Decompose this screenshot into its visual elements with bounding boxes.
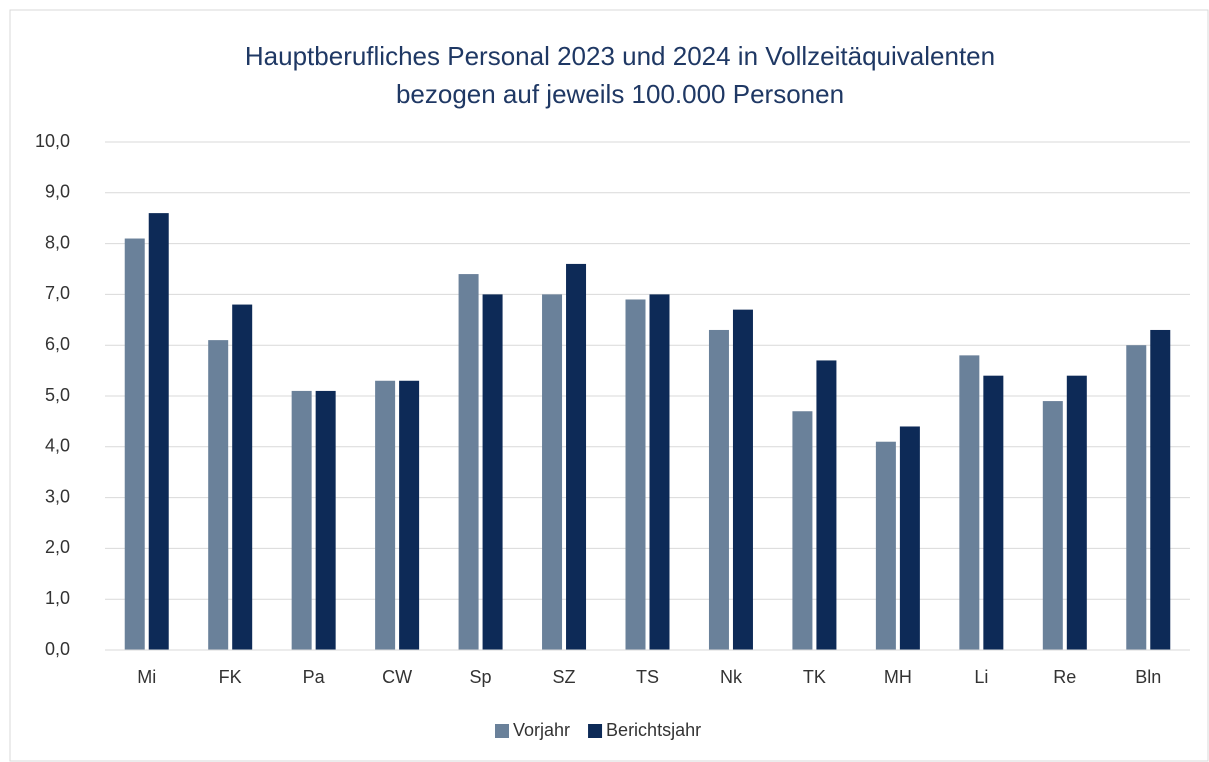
bar (148, 213, 169, 650)
x-tick-label: TS (636, 667, 659, 687)
bar (375, 380, 396, 650)
bar (875, 441, 896, 650)
chart-title: bezogen auf jeweils 100.000 Personen (396, 79, 844, 109)
x-tick-label: Pa (303, 667, 326, 687)
bar (566, 263, 587, 650)
bar (816, 360, 837, 650)
bar (792, 411, 813, 650)
y-tick-label: 7,0 (45, 283, 70, 303)
x-tick-label: FK (219, 667, 242, 687)
y-tick-label: 0,0 (45, 639, 70, 659)
bar (542, 294, 563, 650)
bar (458, 274, 479, 650)
x-tick-label: TK (803, 667, 826, 687)
bar (708, 329, 729, 650)
bar (232, 304, 253, 650)
legend-swatch (495, 724, 509, 738)
y-tick-label: 1,0 (45, 588, 70, 608)
y-tick-label: 3,0 (45, 486, 70, 506)
bar (291, 390, 312, 650)
x-tick-label: MH (884, 667, 912, 687)
legend-label: Vorjahr (513, 720, 570, 740)
bar (315, 390, 336, 650)
bar (399, 380, 420, 650)
bar (208, 340, 229, 650)
x-tick-label: Li (974, 667, 988, 687)
y-tick-label: 2,0 (45, 537, 70, 557)
bar (732, 309, 753, 650)
x-tick-label: Sp (470, 667, 492, 687)
bar (625, 299, 646, 650)
bar (899, 426, 920, 650)
x-tick-label: Nk (720, 667, 743, 687)
bar (1150, 329, 1171, 650)
y-tick-label: 8,0 (45, 232, 70, 252)
legend-swatch (588, 724, 603, 738)
bar (482, 294, 503, 650)
bar (1126, 345, 1147, 650)
bar (959, 355, 980, 650)
y-tick-label: 9,0 (45, 182, 70, 202)
x-tick-label: CW (382, 667, 412, 687)
bar (124, 238, 145, 650)
y-tick-label: 10,0 (35, 131, 70, 151)
y-tick-label: 4,0 (45, 436, 70, 456)
bar (649, 294, 670, 650)
bar (1042, 401, 1063, 650)
bar (1066, 375, 1087, 650)
bar (983, 375, 1004, 650)
legend-label: Berichtsjahr (606, 720, 701, 740)
y-tick-label: 5,0 (45, 385, 70, 405)
chart-title: Hauptberufliches Personal 2023 und 2024 … (245, 41, 995, 71)
x-tick-label: Mi (137, 667, 156, 687)
x-tick-label: Re (1053, 667, 1076, 687)
y-tick-label: 6,0 (45, 334, 70, 354)
x-tick-label: Bln (1135, 667, 1161, 687)
chart-border (9, 9, 1209, 762)
x-tick-label: SZ (553, 667, 576, 687)
